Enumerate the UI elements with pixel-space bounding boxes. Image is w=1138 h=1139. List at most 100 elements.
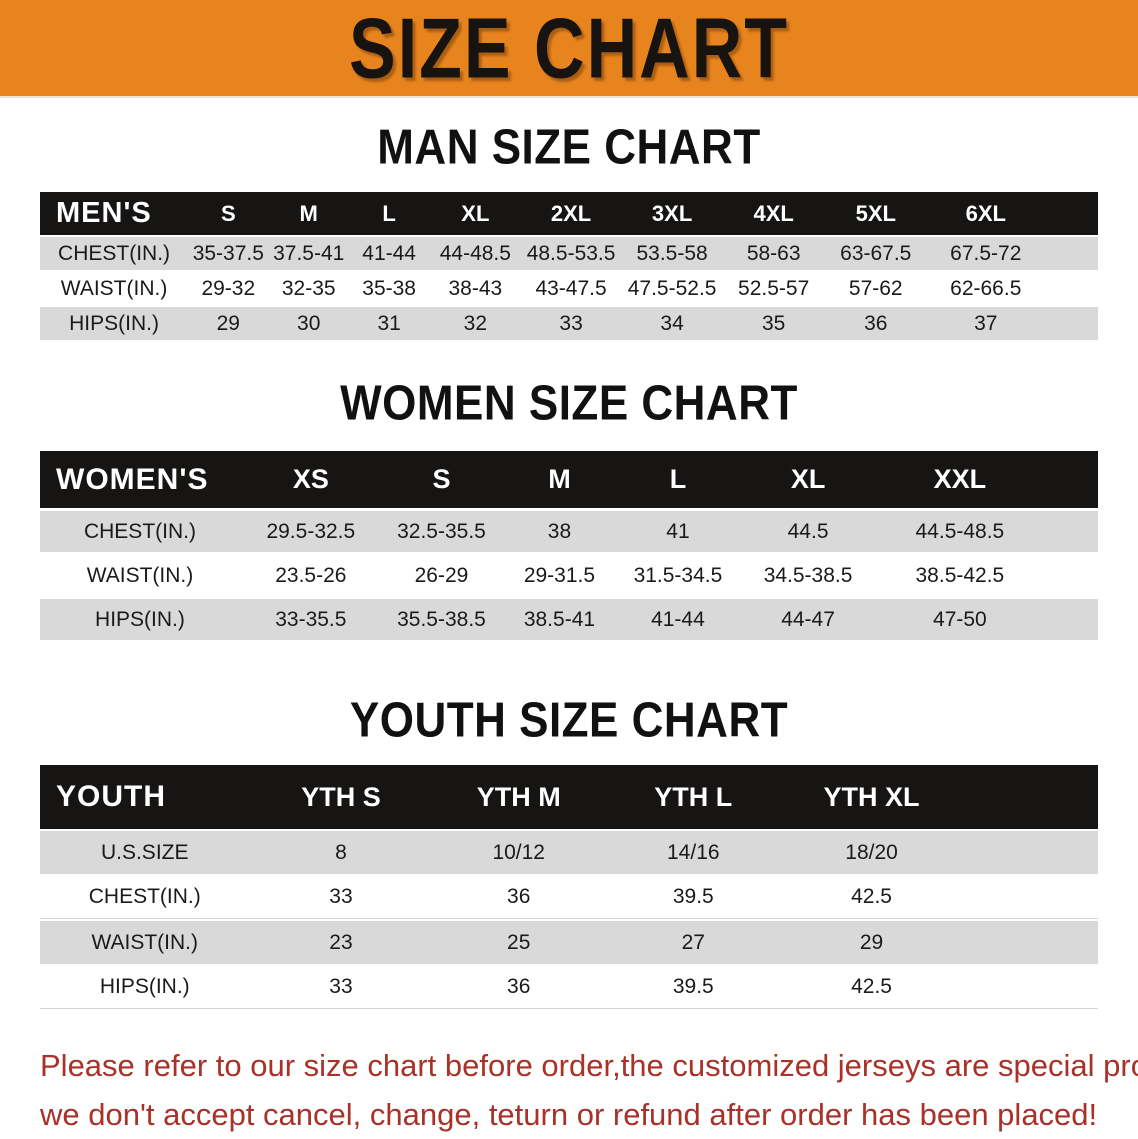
measurement-value: 44-48.5 <box>429 237 522 270</box>
youth-size-table: YOUTH YTH S YTH M YTH L YTH XL U.S.SIZE 8 10/12… <box>40 763 1098 1011</box>
measurement-value: 8 <box>249 831 433 874</box>
measurement-value: 42.5 <box>781 966 962 1009</box>
measurement-value: 33 <box>249 966 433 1009</box>
measurement-row: CHEST(IN.) 33 36 39.5 42.5 <box>40 876 1098 919</box>
mens-heading: MAN SIZE CHART <box>0 120 1138 175</box>
measurement-value: 63-67.5 <box>823 237 928 270</box>
measurement-value: 38.5-41 <box>501 599 618 640</box>
measurement-value: 44.5-48.5 <box>877 511 1042 552</box>
measurement-row: CHEST(IN.) 29.5-32.5 32.5-35.5 38 41 44.5 44.5… <box>40 511 1098 552</box>
measurement-value: 58-63 <box>723 237 824 270</box>
measurement-value: 32-35 <box>268 272 349 305</box>
measurement-value: 48.5-53.5 <box>521 237 621 270</box>
spacer-cell <box>961 876 1098 919</box>
measurement-row: HIPS(IN.) 33-35.5 35.5-38.5 38.5-41 41-44 44-… <box>40 599 1098 640</box>
measurement-value: 36 <box>432 876 605 919</box>
measurement-value: 47.5-52.5 <box>620 272 724 305</box>
table-group-label: WOMEN'S <box>40 451 240 508</box>
measurement-row: WAIST(IN.) 23.5-26 26-29 29-31.5 31.5-34.5 34… <box>40 555 1098 596</box>
table-group-label: MEN'S <box>40 192 189 235</box>
size-column-header: XL <box>738 451 878 508</box>
measurement-value: 36 <box>823 307 928 340</box>
spacer-cell <box>1043 237 1098 270</box>
measurement-row-label: HIPS(IN.) <box>40 966 250 1009</box>
measurement-value: 39.5 <box>604 876 782 919</box>
measurement-value: 29.5-32.5 <box>239 511 382 552</box>
measurement-row-label: CHEST(IN.) <box>40 237 189 270</box>
size-column-header: 6XL <box>927 192 1044 235</box>
measurement-value: 33 <box>521 307 621 340</box>
measurement-value: 34.5-38.5 <box>738 555 878 596</box>
size-table-header-row: YOUTH YTH S YTH M YTH L YTH XL <box>40 765 1098 829</box>
spacer-cell <box>1043 272 1098 305</box>
measurement-row: U.S.SIZE 8 10/12 14/16 18/20 <box>40 831 1098 874</box>
measurement-value: 37 <box>927 307 1044 340</box>
spacer-cell <box>1041 599 1098 640</box>
measurement-row: HIPS(IN.) 33 36 39.5 42.5 <box>40 966 1098 1009</box>
womens-section: WOMEN SIZE CHART WOMEN'S XS S M L XL XXL CHEST(… <box>0 376 1138 643</box>
size-column-header: L <box>617 451 739 508</box>
size-column-header: L <box>348 192 430 235</box>
measurement-row-label: WAIST(IN.) <box>40 272 189 305</box>
spacer-cell <box>1041 511 1098 552</box>
size-column-header: YTH S <box>249 765 433 829</box>
disclaimer: Please refer to our size chart before or… <box>40 1041 1138 1139</box>
size-column-header: YTH L <box>604 765 782 829</box>
spacer-cell <box>961 966 1098 1009</box>
measurement-value: 67.5-72 <box>927 237 1044 270</box>
spacer-cell <box>1043 192 1098 235</box>
measurement-value: 57-62 <box>823 272 928 305</box>
measurement-value: 38.5-42.5 <box>877 555 1042 596</box>
measurement-value: 52.5-57 <box>723 272 824 305</box>
spacer-cell <box>961 921 1098 964</box>
size-column-header: 3XL <box>620 192 724 235</box>
measurement-value: 29 <box>188 307 269 340</box>
size-table-header-row: WOMEN'S XS S M L XL XXL <box>40 451 1098 508</box>
measurement-value: 31 <box>348 307 430 340</box>
measurement-value: 35 <box>723 307 824 340</box>
size-chart-banner: SIZE CHART <box>0 0 1138 98</box>
womens-size-table: WOMEN'S XS S M L XL XXL CHEST(IN.) 29.5-32.5 32.5… <box>40 448 1098 643</box>
measurement-value: 36 <box>432 966 605 1009</box>
measurement-value: 41-44 <box>348 237 430 270</box>
size-column-header: XXL <box>877 451 1042 508</box>
measurement-row-label: HIPS(IN.) <box>40 599 240 640</box>
measurement-value: 32.5-35.5 <box>381 511 502 552</box>
measurement-row-label: CHEST(IN.) <box>40 511 240 552</box>
size-column-header: M <box>268 192 349 235</box>
measurement-value: 23.5-26 <box>239 555 382 596</box>
measurement-value: 31.5-34.5 <box>617 555 739 596</box>
measurement-value: 34 <box>620 307 724 340</box>
womens-heading: WOMEN SIZE CHART <box>0 376 1138 431</box>
size-column-header: 5XL <box>823 192 928 235</box>
measurement-value: 62-66.5 <box>927 272 1044 305</box>
size-column-header: S <box>381 451 502 508</box>
measurement-value: 47-50 <box>877 599 1042 640</box>
measurement-value: 30 <box>268 307 349 340</box>
measurement-value: 33-35.5 <box>239 599 382 640</box>
measurement-value: 38-43 <box>429 272 522 305</box>
measurement-value: 33 <box>249 876 433 919</box>
measurement-row: HIPS(IN.) 29 30 31 32 33 34 35 36 37 <box>40 307 1098 340</box>
size-column-header: M <box>501 451 618 508</box>
measurement-row-label: WAIST(IN.) <box>40 555 240 596</box>
measurement-row: WAIST(IN.) 29-32 32-35 35-38 38-43 43-47.5 47.… <box>40 272 1098 305</box>
size-column-header: YTH XL <box>781 765 962 829</box>
measurement-row-label: U.S.SIZE <box>40 831 250 874</box>
size-table-header-row: MEN'S S M L XL 2XL 3XL 4XL 5XL 6XL <box>40 192 1098 235</box>
measurement-value: 53.5-58 <box>620 237 724 270</box>
measurement-value: 18/20 <box>781 831 962 874</box>
disclaimer-line-2: we don't accept cancel, change, teturn o… <box>40 1097 1098 1132</box>
table-group-label: YOUTH <box>40 765 250 829</box>
measurement-value: 29 <box>781 921 962 964</box>
measurement-row-label: CHEST(IN.) <box>40 876 250 919</box>
measurement-value: 25 <box>432 921 605 964</box>
measurement-row-label: WAIST(IN.) <box>40 921 250 964</box>
measurement-row: CHEST(IN.) 35-37.5 37.5-41 41-44 44-48.5 48.5… <box>40 237 1098 270</box>
measurement-value: 27 <box>604 921 782 964</box>
measurement-value: 35-37.5 <box>188 237 269 270</box>
measurement-value: 35.5-38.5 <box>381 599 502 640</box>
spacer-cell <box>961 765 1098 829</box>
spacer-cell <box>1043 307 1098 340</box>
measurement-value: 41 <box>617 511 739 552</box>
